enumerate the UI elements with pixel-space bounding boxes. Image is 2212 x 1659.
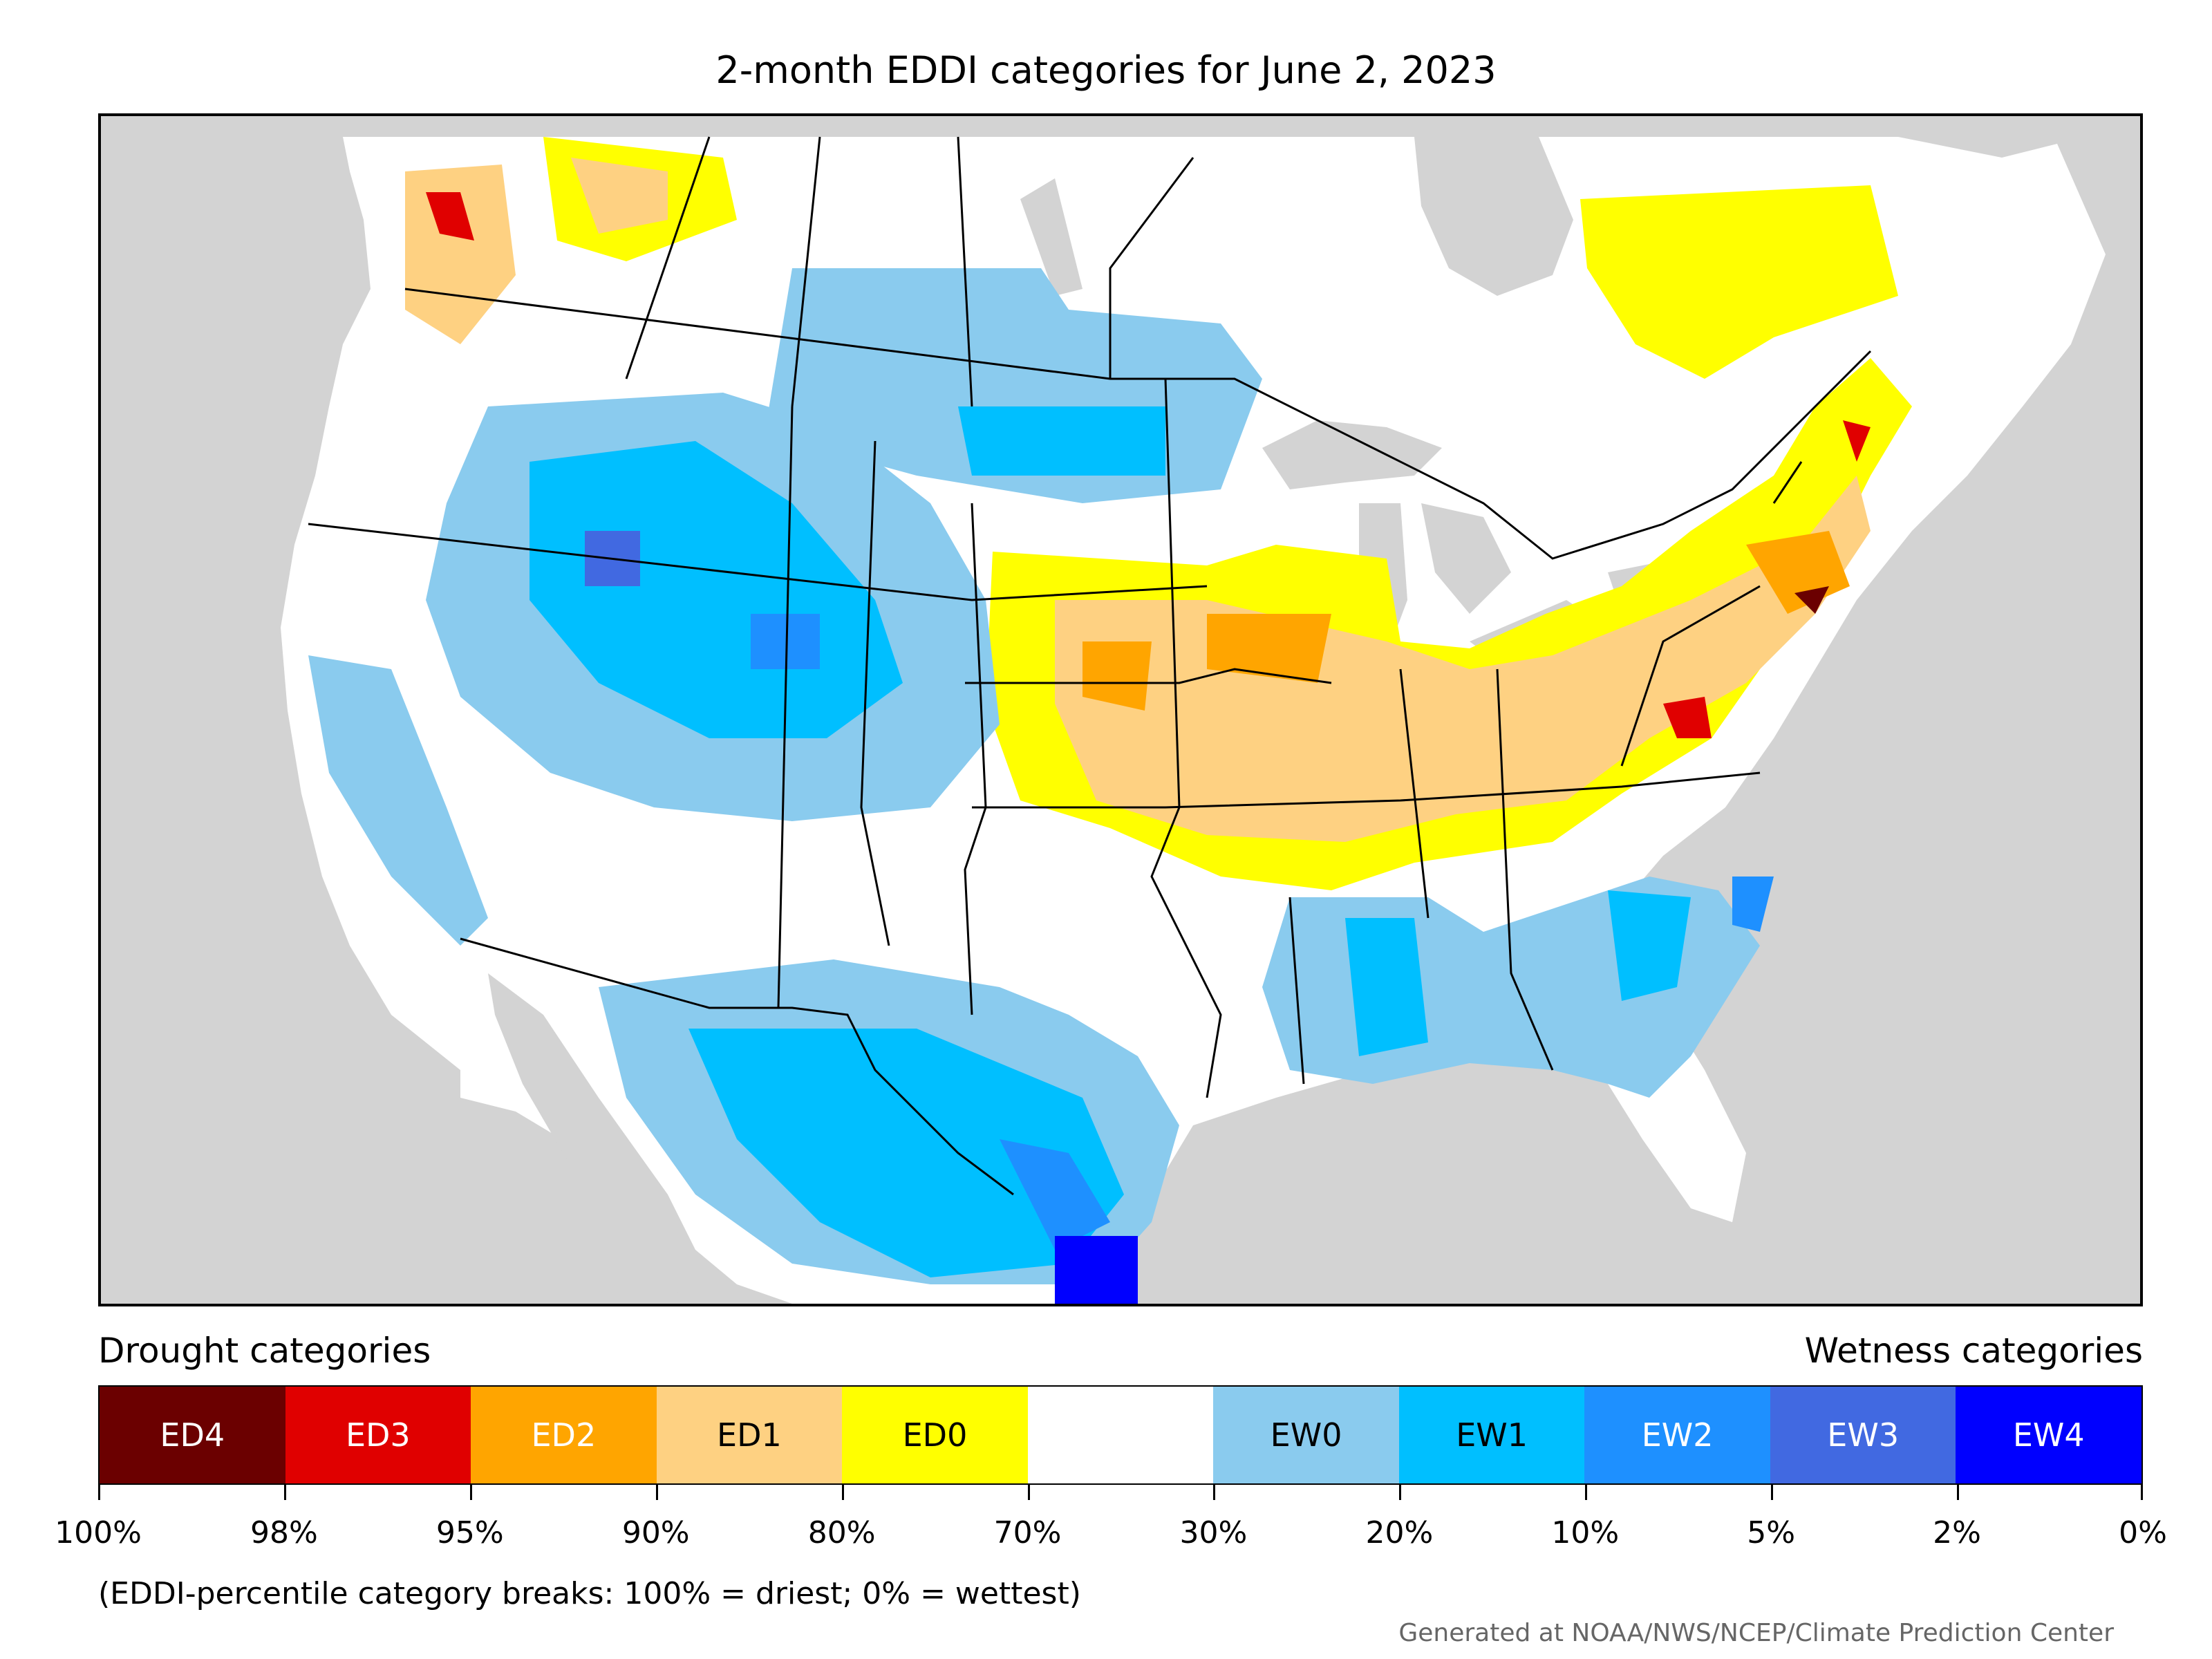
wetness-categories-heading: Wetness categories <box>1804 1331 2143 1371</box>
category-swatch-ew3: EW3 <box>1770 1387 1956 1483</box>
category-swatch-ed1: ED1 <box>656 1387 843 1483</box>
colorbar-tick-label: 2% <box>1933 1515 1981 1550</box>
colorbar-tick <box>1771 1485 1774 1500</box>
wetness-regions <box>308 268 1774 1304</box>
colorbar-tick <box>1213 1485 1216 1500</box>
source-credit: Generated at NOAA/NWS/NCEP/Climate Predi… <box>1398 1619 2114 1647</box>
category-swatch-ed0: ED0 <box>842 1387 1028 1483</box>
gulf-of-california <box>488 973 702 1304</box>
colorbar-tick <box>1399 1485 1402 1500</box>
colorbar-tick <box>469 1485 472 1500</box>
hudson-bay <box>1414 137 1573 296</box>
map-canvas <box>281 136 2106 1304</box>
colorbar-tick-label: 0% <box>2119 1515 2167 1550</box>
colorbar-tick-label: 20% <box>1365 1515 1434 1550</box>
lake-huron <box>1421 503 1511 614</box>
colorbar-tick <box>2141 1485 2143 1500</box>
drought-categories-heading: Drought categories <box>98 1331 431 1371</box>
map-title: 2-month EDDI categories for June 2, 2023 <box>715 48 1497 92</box>
category-colorbar: ED4 ED3 ED2 ED1 ED0 EW0 EW1 EW2 EW3 EW4 <box>98 1385 2143 1485</box>
colorbar-tick-label: 30% <box>1179 1515 1248 1550</box>
eddi-map <box>98 113 2143 1306</box>
category-swatch-ed3: ED3 <box>285 1387 471 1483</box>
colorbar-tick <box>841 1485 844 1500</box>
colorbar-tick <box>1585 1485 1588 1500</box>
category-swatch-normal <box>1027 1387 1214 1483</box>
boundary-lines <box>308 136 1872 1196</box>
colorbar-tick <box>1027 1485 1030 1500</box>
category-swatch-ew4: EW4 <box>1956 1387 2142 1483</box>
category-swatch-ed2: ED2 <box>471 1387 657 1483</box>
colorbar-tick <box>1957 1485 1960 1500</box>
colorbar-tick-label: 70% <box>993 1515 1062 1550</box>
colorbar-tick-label: 5% <box>1747 1515 1796 1550</box>
colorbar-tick-label: 10% <box>1551 1515 1620 1550</box>
lake-superior <box>1262 420 1442 489</box>
lake-winnipeg <box>1020 178 1082 296</box>
colorbar-tick <box>283 1485 286 1500</box>
category-swatch-ew1: EW1 <box>1398 1387 1585 1483</box>
colorbar-tick-label: 80% <box>807 1515 876 1550</box>
category-breaks-note: (EDDI-percentile category breaks: 100% =… <box>98 1576 1081 1611</box>
category-swatch-ew2: EW2 <box>1584 1387 1770 1483</box>
colorbar-tick-label: 100% <box>55 1515 142 1550</box>
category-swatch-ew0: EW0 <box>1213 1387 1399 1483</box>
colorbar-tick-label: 95% <box>435 1515 504 1550</box>
category-swatch-ed4: ED4 <box>100 1387 285 1483</box>
colorbar-ticks <box>98 1485 2143 1506</box>
colorbar-tick <box>655 1485 658 1500</box>
colorbar-tick <box>98 1485 100 1500</box>
colorbar-tick-label: 98% <box>250 1515 318 1550</box>
colorbar-tick-label: 90% <box>621 1515 690 1550</box>
